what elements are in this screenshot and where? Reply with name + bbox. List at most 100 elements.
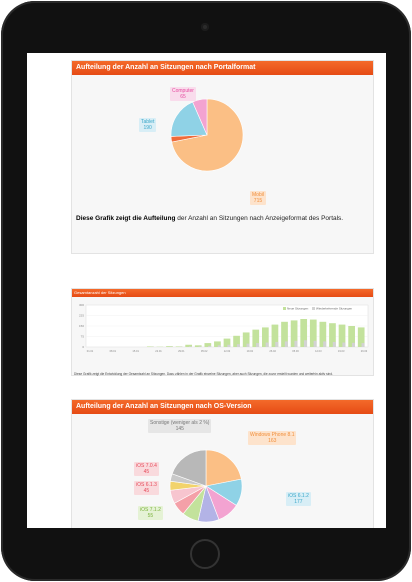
bar-returning: [227, 344, 231, 347]
label-value: 145: [175, 426, 184, 432]
bar-returning: [284, 341, 288, 347]
label-value: 177: [294, 499, 303, 505]
label-value: 163: [268, 438, 277, 444]
label-name: Sonstige (weniger als 2 %): [150, 420, 210, 426]
bar-new: [300, 319, 308, 347]
x-tick-label: 15.01: [132, 349, 139, 353]
pie-slice: [170, 101, 208, 137]
bar-returning: [198, 346, 202, 347]
label-name: Computer: [172, 88, 194, 94]
bar-new: [281, 321, 288, 347]
bar-returning: [361, 343, 365, 347]
bar-new: [261, 327, 269, 347]
y-tick-label: 75: [81, 335, 85, 339]
portal-format-pie: [170, 98, 244, 172]
bar-new: [252, 329, 260, 347]
bar-returning: [304, 340, 308, 347]
x-tick-label: 26.02: [269, 349, 276, 353]
os-version-pie: [169, 449, 243, 523]
x-tick-label: 26.03: [361, 349, 368, 353]
label-name: Mobil: [252, 192, 264, 198]
x-tick-label: 19.02: [247, 349, 254, 353]
label-ios-612: iOS 6.1.2 177: [286, 492, 311, 506]
x-tick-label: 22.01: [155, 349, 162, 353]
label-name: Windows Phone 8.1: [250, 432, 295, 438]
panel-body: Sonstige (weniger als 2 %) 145 Windows P…: [72, 414, 373, 528]
bar-returning: [188, 346, 193, 347]
label-value: 45: [143, 488, 150, 494]
sessions-bar-chart: 300 225 150 75 0 Neue Sitzungen Wiederkehrende…: [79, 303, 369, 353]
bar-new: [194, 345, 202, 347]
legend-swatch-returning: [312, 307, 315, 310]
label-value: 45: [143, 469, 150, 475]
y-tick-label: 225: [79, 314, 84, 318]
bar-new: [242, 332, 250, 347]
x-tick-label: 05.03: [292, 349, 299, 353]
bar-new: [204, 343, 212, 347]
label-name: iOS 6.1.3: [136, 482, 157, 488]
bar-new: [357, 327, 365, 347]
x-tick-label: 05.02: [201, 349, 208, 353]
legend-label-returning: Wiederkehrende Sitzungen: [316, 307, 353, 311]
y-tick-label: 0: [82, 345, 84, 349]
bar-new: [290, 320, 298, 347]
panel-caption: Diese Grafik zeigt die Entwicklung der G…: [74, 372, 333, 376]
label-value: 190: [143, 125, 152, 131]
label-name: iOS 7.0.4: [136, 463, 157, 469]
label-ios-712: iOS 7.1.2 55: [138, 506, 163, 520]
label-ios-704: iOS 7.0.4 45: [134, 462, 159, 476]
caption-bold: Diese Grafik zeigt die Aufteilung: [76, 215, 176, 222]
pie-slice: [192, 98, 208, 136]
home-button[interactable]: [190, 539, 220, 569]
legend-label-new: Neue Sitzungen: [287, 307, 309, 311]
label-tablet: Tablet 190: [139, 118, 157, 132]
label-mobil: Mobil 715: [250, 191, 266, 205]
panel-body: 300 225 150 75 0 Neue Sitzungen Wiederkehrende…: [72, 297, 373, 376]
bar-new: [348, 326, 355, 347]
x-tick-label: 29.01: [178, 349, 185, 353]
bar-returning: [275, 341, 279, 347]
chart-legend: Neue Sitzungen Wiederkehrende Sitzungen: [283, 307, 353, 311]
caption-rest: der Anzahl an Sitzungen nach Anzeigeform…: [175, 215, 344, 222]
screen: Aufteilung der Anzahl an Sitzungen nach …: [27, 53, 386, 528]
panel-os-version: Aufteilung der Anzahl an Sitzungen nach …: [72, 400, 373, 528]
label-value: 65: [180, 94, 186, 100]
x-tick-label: 08.01: [110, 349, 117, 353]
bar-returning: [351, 342, 355, 347]
bar-returning: [313, 340, 317, 347]
label-sonstige: Sonstige (weniger als 2 %) 145: [148, 419, 212, 433]
label-ios-613: iOS 6.1.3 45: [134, 481, 159, 495]
bar-returning: [236, 344, 240, 347]
label-name: iOS 6.1.2: [288, 493, 309, 499]
pie-slice: [171, 449, 207, 487]
x-tick-label: 01.01: [87, 349, 94, 353]
bar-new: [319, 321, 327, 347]
panel-sessions-total: Gesamtanzahl der Sitzungen 300 225 150 75 0 N…: [72, 289, 373, 376]
legend-swatch-new: [283, 307, 286, 310]
x-tick-label: 12.03: [315, 349, 322, 353]
bar-returning: [256, 343, 260, 347]
bar-new: [223, 338, 231, 347]
panel-body: Computer 65 Tablet 190 Mobil 715 Diese G…: [72, 75, 373, 253]
bar-new: [271, 324, 279, 347]
bar-new: [146, 346, 154, 347]
bar-new: [175, 346, 183, 347]
label-name: iOS 7.1.2: [140, 507, 161, 513]
label-value: 55: [147, 513, 154, 519]
y-tick-label: 150: [79, 324, 84, 328]
y-tick-label: 300: [79, 303, 84, 307]
bar-returning: [323, 341, 327, 347]
bar-new: [214, 341, 221, 347]
bar-returning: [265, 342, 269, 347]
label-value: 715: [253, 198, 263, 204]
label-computer: Computer 65: [170, 87, 196, 101]
panel-title: Aufteilung der Anzahl an Sitzungen nach …: [72, 400, 373, 414]
panel-caption: Diese Grafik zeigt die Aufteilung der An…: [76, 214, 366, 223]
bar-returning: [246, 343, 250, 347]
bar-new: [185, 344, 193, 347]
panel-portal-format: Aufteilung der Anzahl an Sitzungen nach …: [72, 61, 373, 253]
bar-new: [166, 346, 173, 347]
bar-new: [338, 324, 346, 347]
x-tick-label: 12.02: [224, 349, 231, 353]
